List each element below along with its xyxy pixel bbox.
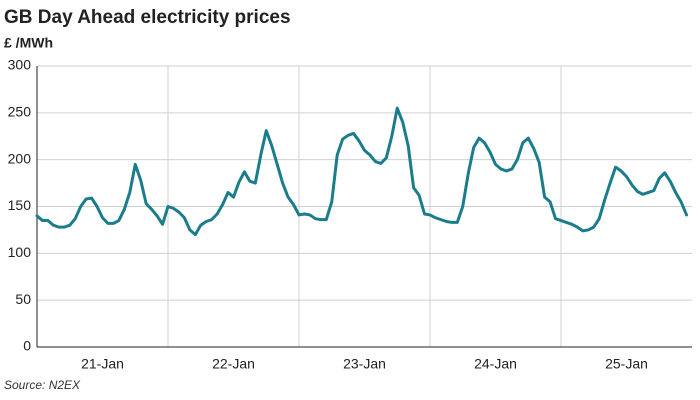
x-tick-label: 24-Jan [474, 356, 517, 372]
x-tick-label: 25-Jan [605, 356, 648, 372]
y-tick-label: 0 [23, 338, 31, 354]
price-line [35, 106, 689, 237]
y-tick-label: 50 [15, 291, 31, 307]
y-tick-label: 150 [8, 197, 32, 213]
chart-subtitle: £ /MWh [4, 35, 53, 51]
x-tick-label: 23-Jan [343, 356, 386, 372]
chart-title: GB Day Ahead electricity prices [4, 7, 291, 28]
source: Source: N2EX [4, 378, 81, 392]
y-tick-label: 200 [8, 150, 32, 166]
y-tick-label: 100 [8, 244, 32, 260]
x-tick-label: 22-Jan [212, 356, 255, 372]
x-tick-label: 21-Jan [81, 356, 124, 372]
y-tick-label: 250 [8, 104, 32, 120]
y-tick-label: 300 [8, 57, 32, 73]
